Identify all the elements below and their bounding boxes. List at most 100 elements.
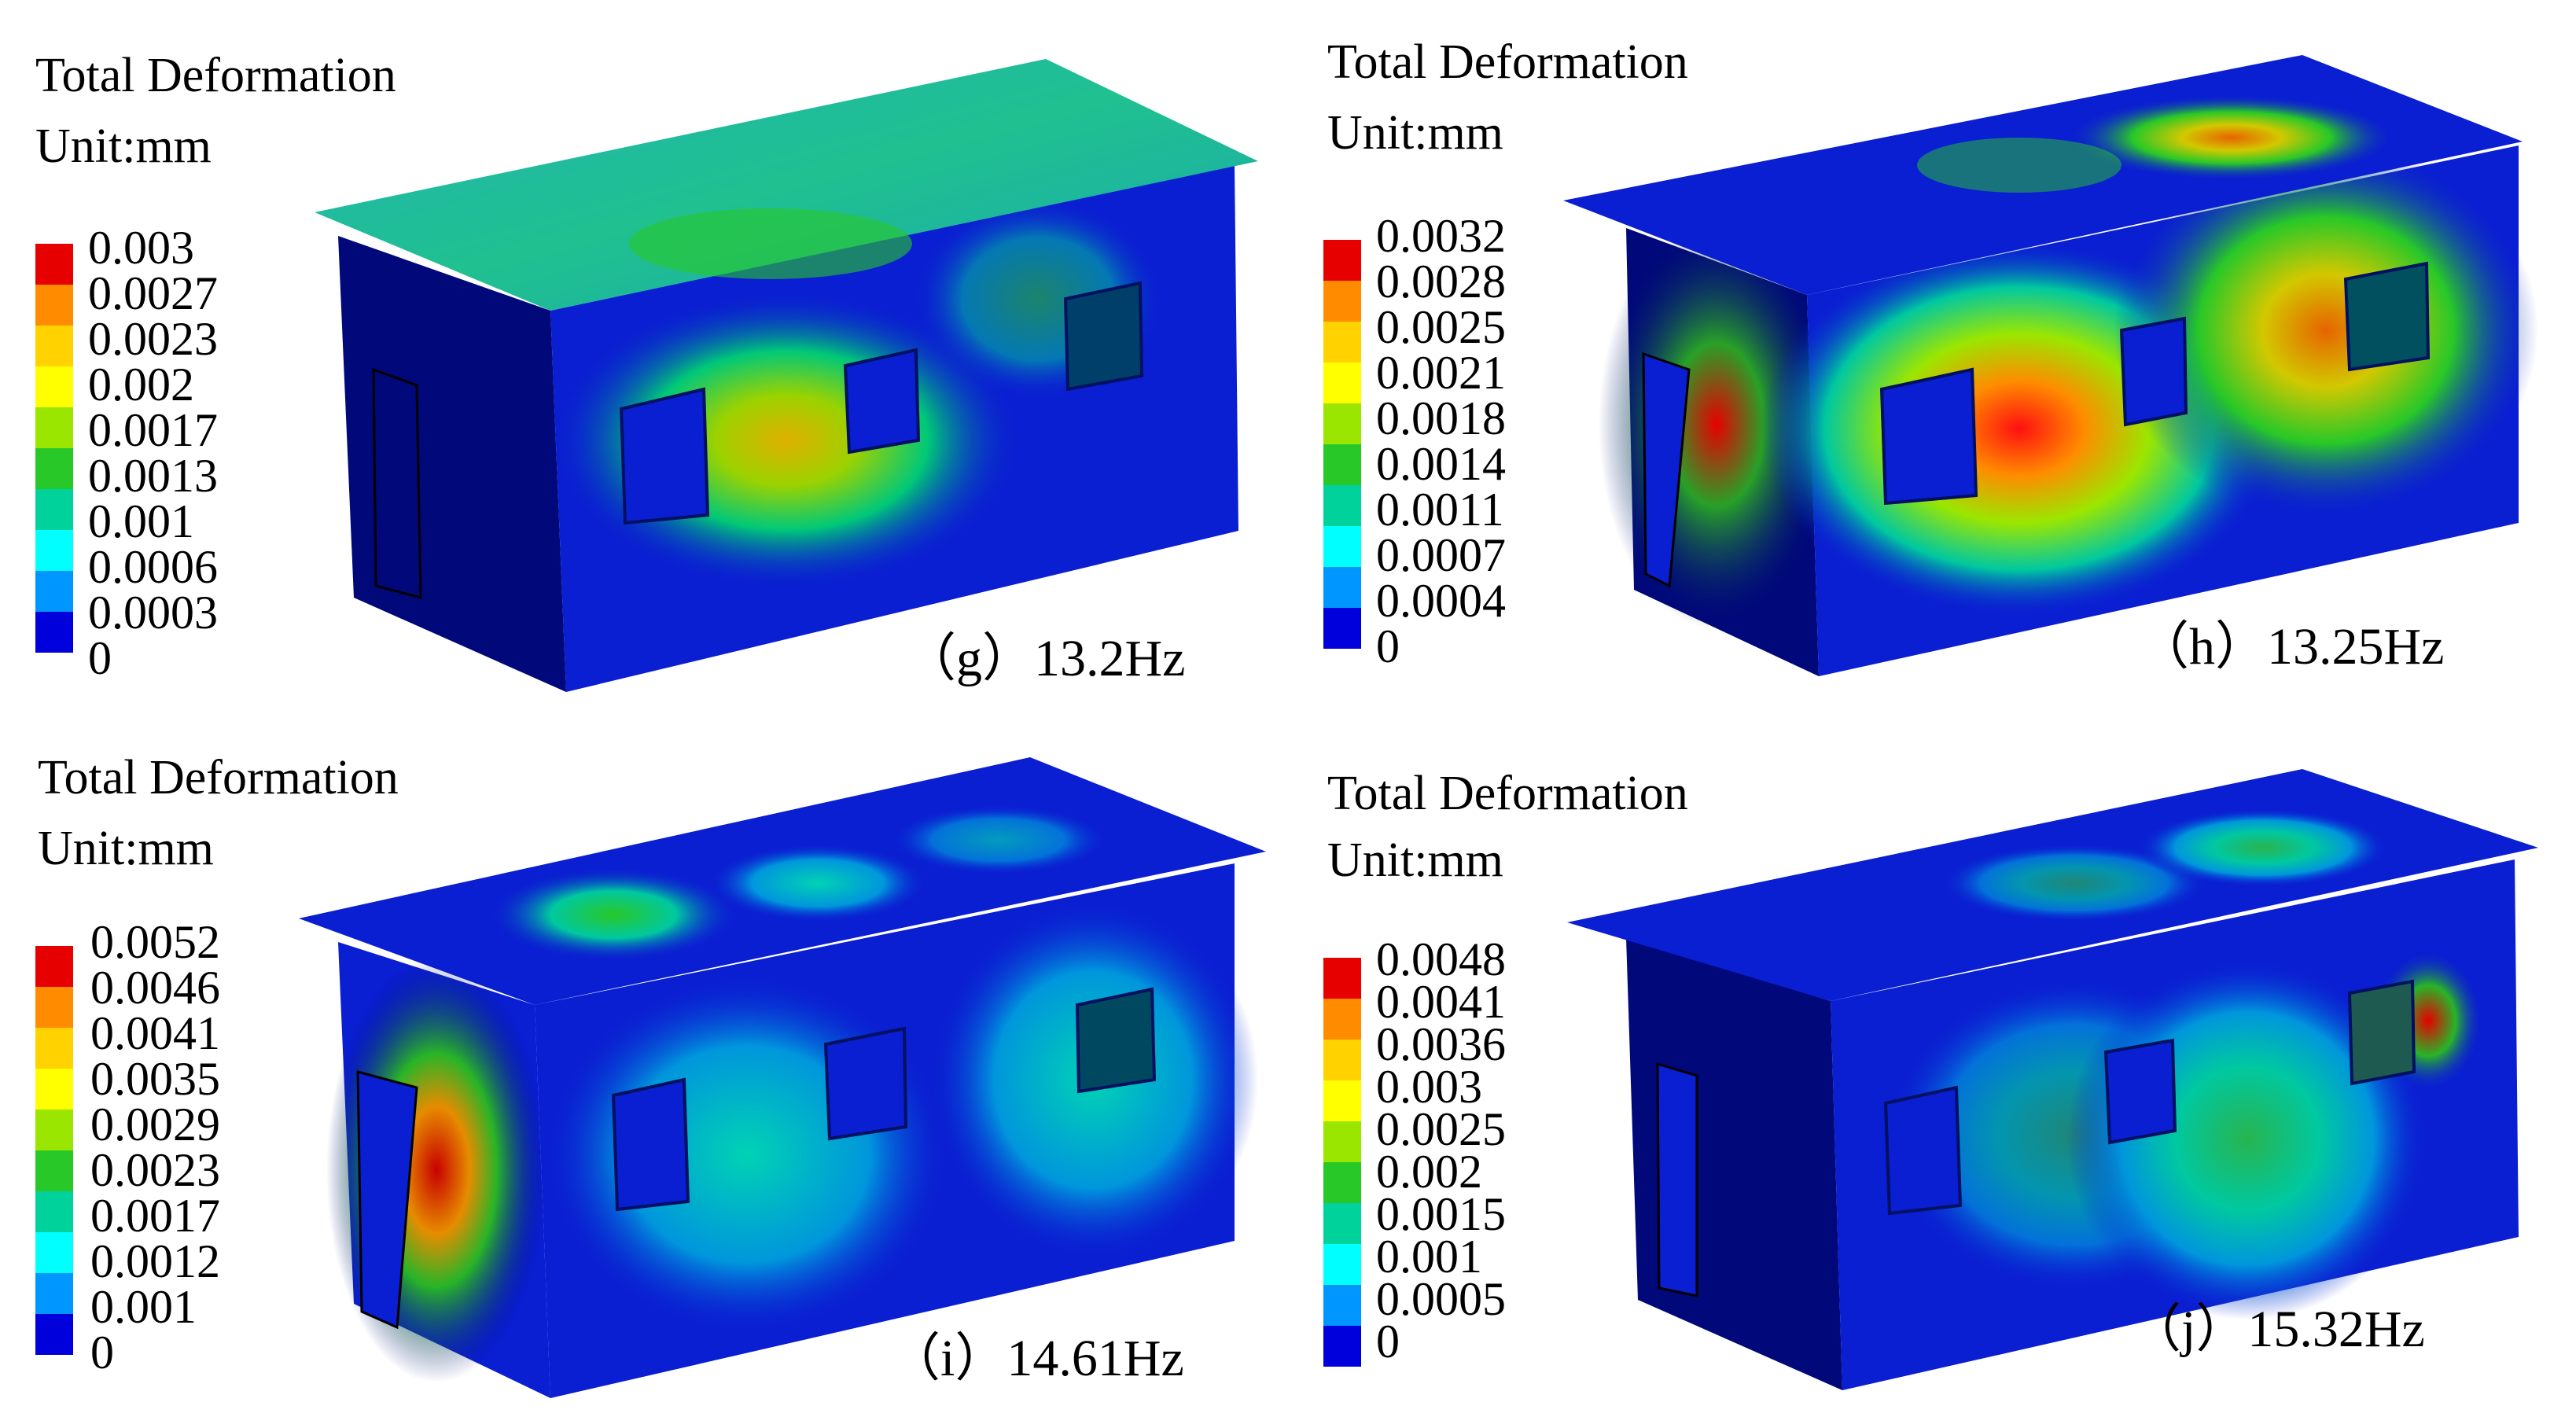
color-swatch <box>35 1028 73 1069</box>
color-swatch <box>35 489 73 530</box>
legend-unit-g: Unit:mm <box>35 120 212 173</box>
color-swatch <box>35 1110 73 1150</box>
tick-label-j-4: 0.0025 <box>1376 1103 1506 1155</box>
color-swatch <box>35 407 73 448</box>
color-swatch <box>1323 958 1361 999</box>
tick-label-i-1: 0.0046 <box>90 962 220 1014</box>
tick-label-h-2: 0.0025 <box>1376 301 1506 353</box>
tick-label-h-7: 0.0007 <box>1376 529 1506 581</box>
tick-label-h-8: 0.0004 <box>1376 575 1506 627</box>
tick-label-g-5: 0.0013 <box>88 450 218 502</box>
color-swatch <box>1323 567 1361 608</box>
color-swatch <box>1323 1121 1361 1162</box>
tick-label-g-3: 0.002 <box>88 359 194 410</box>
caption-g: （g）13.2Hz <box>904 630 1186 687</box>
color-swatch <box>35 946 73 987</box>
tick-label-i-3: 0.0035 <box>90 1053 220 1105</box>
legend-unit-i: Unit:mm <box>38 822 214 875</box>
legend-unit-h: Unit:mm <box>1327 106 1503 160</box>
panel-i: Total Deformation Unit:mm 0.0052 0.0046 … <box>0 714 1288 1428</box>
legend-title-j: Total Deformation <box>1327 767 1688 820</box>
tick-label-g-0: 0.003 <box>88 222 194 274</box>
color-swatch <box>35 1314 73 1355</box>
color-swatch <box>35 1232 73 1273</box>
tick-label-i-7: 0.0012 <box>90 1235 220 1287</box>
color-swatch <box>35 987 73 1028</box>
color-swatch <box>35 612 73 653</box>
model-render-j <box>1567 769 2538 1390</box>
color-swatch <box>1323 363 1361 403</box>
tick-label-j-9: 0 <box>1376 1316 1400 1367</box>
color-swatch <box>1323 281 1361 322</box>
tick-label-h-5: 0.0014 <box>1376 438 1506 490</box>
color-swatch <box>1323 240 1361 281</box>
color-swatch <box>35 1191 73 1232</box>
color-scale-j <box>1323 958 1361 1367</box>
tick-label-h-1: 0.0028 <box>1376 256 1506 307</box>
color-swatch <box>1323 999 1361 1040</box>
color-scale-i <box>35 946 73 1355</box>
caption-j: （j）15.32Hz <box>2129 1301 2425 1358</box>
tick-label-i-2: 0.0041 <box>90 1007 220 1059</box>
legend-unit-j: Unit:mm <box>1327 834 1503 887</box>
tick-label-j-8: 0.0005 <box>1376 1273 1506 1325</box>
color-swatch <box>1323 1326 1361 1367</box>
color-swatch <box>35 285 73 326</box>
tick-label-i-9: 0 <box>90 1327 114 1378</box>
color-swatch <box>1323 1244 1361 1285</box>
tick-label-i-0: 0.0052 <box>90 916 220 968</box>
color-swatch <box>1323 608 1361 649</box>
tick-label-g-8: 0.0003 <box>88 587 218 639</box>
color-swatch <box>35 448 73 489</box>
tick-label-h-6: 0.0011 <box>1376 484 1504 536</box>
color-swatch <box>1323 444 1361 485</box>
tick-label-i-5: 0.0023 <box>90 1144 220 1196</box>
color-swatch <box>1323 322 1361 363</box>
tick-label-g-4: 0.0017 <box>88 404 218 456</box>
color-scale-h <box>1323 240 1361 649</box>
legend-title-h: Total Deformation <box>1327 35 1688 89</box>
tick-label-i-4: 0.0029 <box>90 1099 220 1150</box>
color-swatch <box>1323 1285 1361 1326</box>
model-render-h <box>1563 55 2538 676</box>
color-swatch <box>1323 403 1361 444</box>
color-swatch <box>1323 1080 1361 1121</box>
tick-label-j-7: 0.001 <box>1376 1231 1482 1283</box>
legend-title-g: Total Deformation <box>35 49 396 102</box>
color-swatch <box>35 1069 73 1110</box>
color-swatch <box>35 366 73 407</box>
tick-label-h-0: 0.0032 <box>1376 210 1506 262</box>
color-swatch <box>1323 526 1361 567</box>
color-swatch <box>35 244 73 285</box>
color-swatch <box>1323 485 1361 526</box>
tick-label-h-3: 0.0021 <box>1376 347 1506 399</box>
model-render-i <box>299 757 1266 1398</box>
color-swatch <box>35 530 73 571</box>
tick-label-j-0: 0.0048 <box>1376 933 1506 985</box>
panel-j: Total Deformation Unit:mm 0.0048 0.0041 … <box>1288 714 2576 1428</box>
tick-label-g-9: 0 <box>88 632 112 684</box>
color-swatch <box>35 1273 73 1314</box>
tick-label-g-1: 0.0027 <box>88 267 218 319</box>
tick-label-i-8: 0.001 <box>90 1281 197 1333</box>
tick-label-j-6: 0.0015 <box>1376 1188 1506 1240</box>
panel-g: Total Deformation Unit:mm 0.003 0.0027 0… <box>0 0 1288 714</box>
tick-label-h-4: 0.0018 <box>1376 392 1506 444</box>
caption-i: （i）14.61Hz <box>889 1330 1184 1387</box>
color-swatch <box>35 1150 73 1191</box>
tick-label-j-2: 0.0036 <box>1376 1018 1506 1070</box>
tick-label-j-5: 0.002 <box>1376 1146 1482 1198</box>
tick-label-j-1: 0.0041 <box>1376 976 1506 1028</box>
tick-label-g-6: 0.001 <box>88 495 194 547</box>
caption-h: （h）13.25Hz <box>2137 618 2445 675</box>
legend-title-i: Total Deformation <box>38 751 399 804</box>
color-swatch <box>1323 1162 1361 1203</box>
tick-label-g-7: 0.0006 <box>88 541 218 593</box>
tick-label-g-2: 0.0023 <box>88 313 218 365</box>
color-swatch <box>35 326 73 366</box>
tick-label-j-3: 0.003 <box>1376 1061 1482 1113</box>
model-render-g <box>315 59 1258 692</box>
tick-label-h-9: 0 <box>1376 620 1400 672</box>
color-swatch <box>1323 1040 1361 1080</box>
color-swatch <box>1323 1203 1361 1244</box>
